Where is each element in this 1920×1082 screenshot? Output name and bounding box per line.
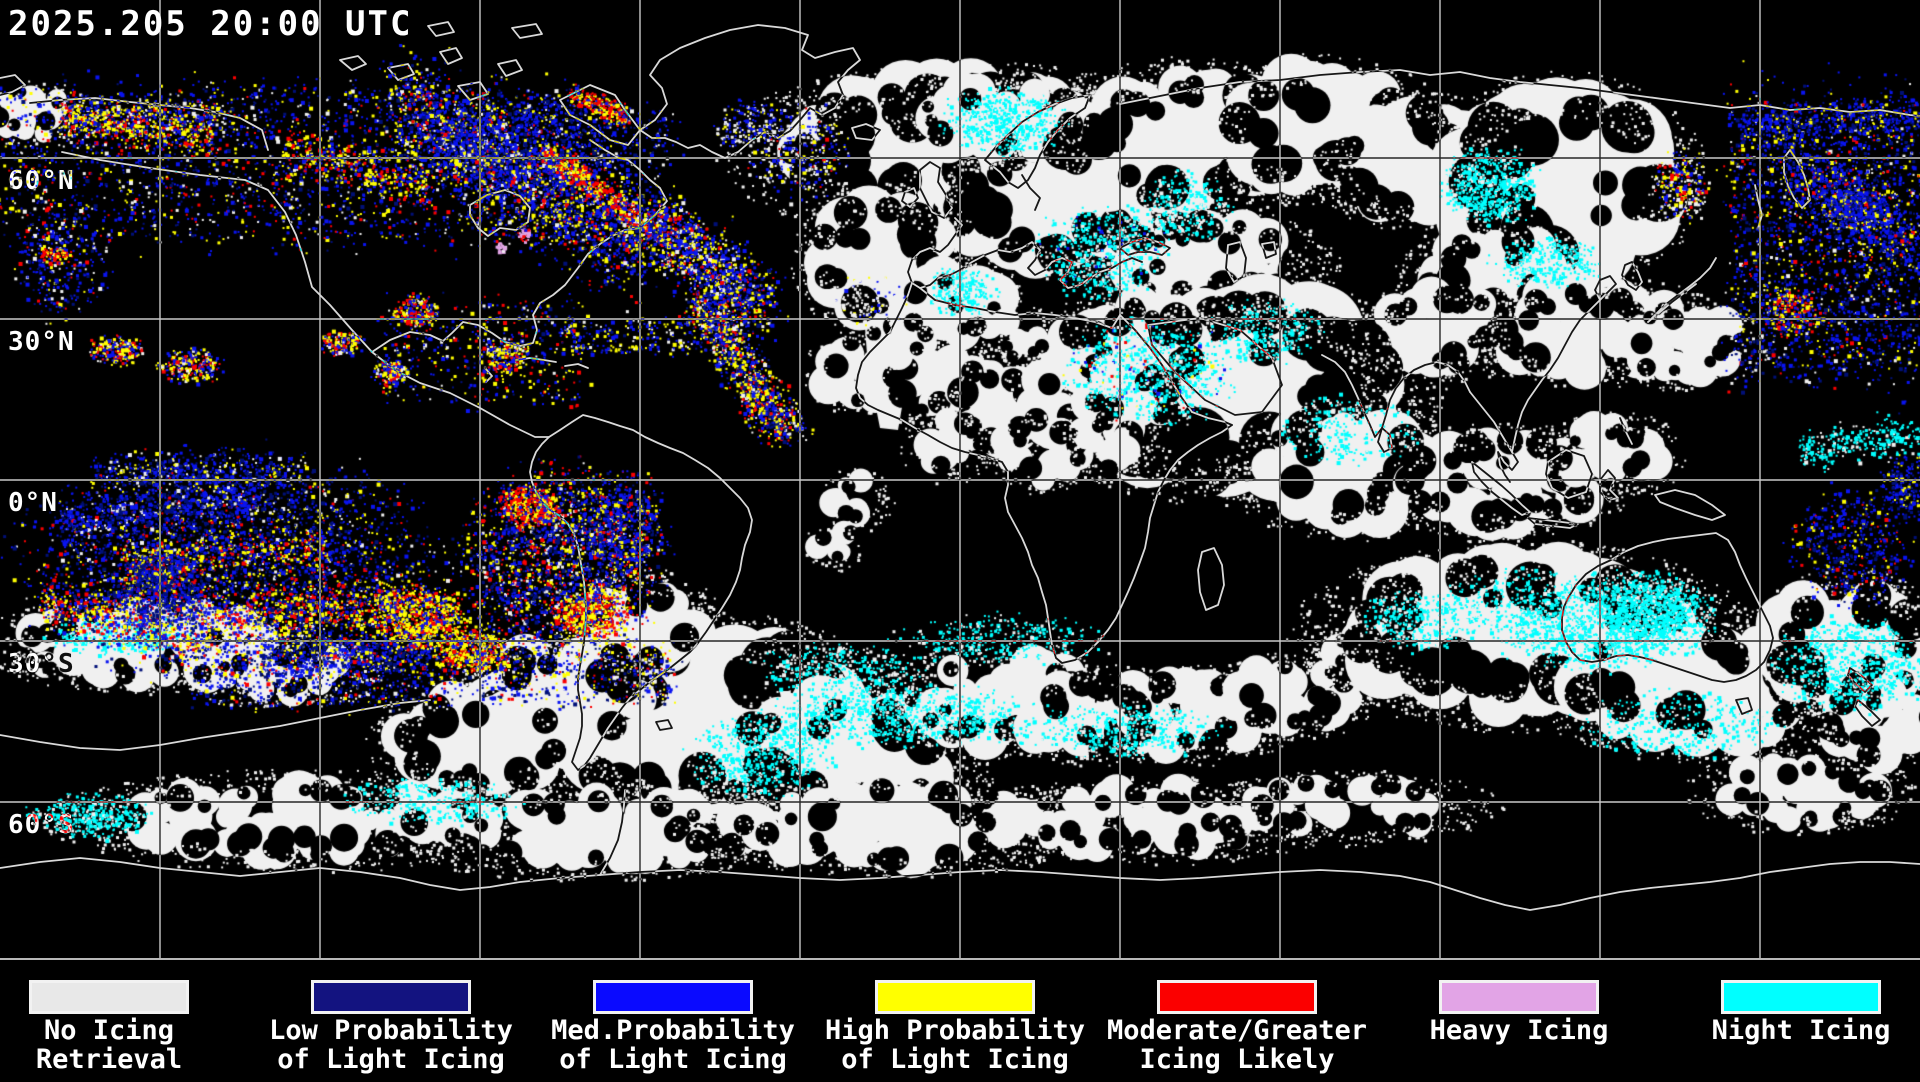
legend-label: No Icing Retrieval xyxy=(35,1015,183,1075)
legend: No Icing Retrieval Low Probability of Li… xyxy=(0,958,1920,1082)
med-probability-swatch xyxy=(593,980,753,1014)
legend-label: Low Probability of Light Icing xyxy=(269,1015,513,1075)
high-probability-swatch xyxy=(875,980,1035,1014)
map-overlay xyxy=(0,0,1920,958)
night-icing-swatch xyxy=(1721,980,1881,1014)
latitude-label-30n: 30°N xyxy=(8,327,75,357)
timestamp-label: 2025.205 20:00 UTC xyxy=(8,4,413,44)
coastlines-layer xyxy=(0,21,1920,911)
low-probability-swatch xyxy=(311,980,471,1014)
legend-label: Moderate/Greater Icing Likely xyxy=(1106,1015,1368,1075)
latitude-label-30s: 30°S xyxy=(8,649,75,679)
legend-label: Night Icing xyxy=(1711,1015,1891,1046)
icing-map: 2025.205 20:00 UTC 60°N 30°N 0°N 30°S 60… xyxy=(0,0,1920,958)
legend-label: Med.Probability of Light Icing xyxy=(551,1015,795,1075)
heavy-icing-swatch xyxy=(1439,980,1599,1014)
legend-label: Heavy Icing xyxy=(1429,1015,1609,1046)
legend-label: High Probability of Light Icing xyxy=(824,1015,1086,1075)
moderate-greater-swatch xyxy=(1157,980,1317,1014)
latitude-label-0n: 0°N xyxy=(8,488,58,518)
latitude-label-60s: 60°S xyxy=(8,810,75,840)
gridlines-layer xyxy=(0,0,1920,958)
no-icing-swatch xyxy=(29,980,189,1014)
latitude-label-60n: 60°N xyxy=(8,166,75,196)
